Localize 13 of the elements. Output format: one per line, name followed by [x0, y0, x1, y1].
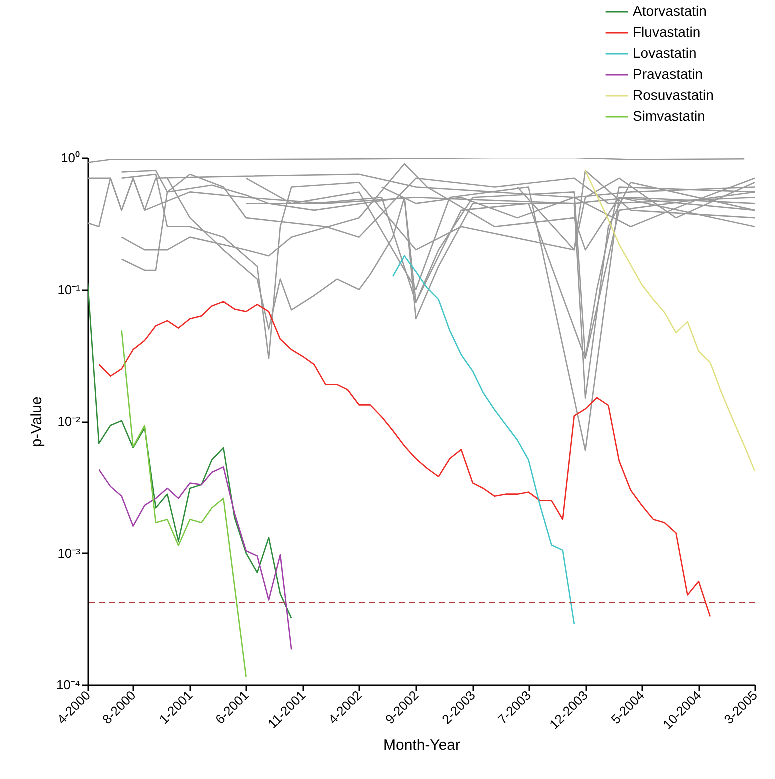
y-tick-label: 10⁻¹ [58, 282, 82, 298]
legend-label: Fluvastatin [633, 24, 701, 40]
y-tick-label: 10⁻⁴ [56, 678, 80, 692]
y-tick-label: 10⁻² [58, 414, 82, 429]
legend-label: Rosuvastatin [633, 87, 714, 103]
y-tick-label: 10⁰ [61, 150, 80, 166]
y-tick-label: 10⁻³ [58, 546, 82, 561]
y-axis-title: p-Value [28, 396, 46, 448]
legend-label: Simvastatin [633, 108, 706, 124]
legend-label: Atorvastatin [633, 3, 707, 19]
legend-label: Lovastatin [633, 45, 697, 61]
legend-label: Pravastatin [633, 66, 704, 82]
x-axis-title: Month-Year [384, 737, 460, 754]
